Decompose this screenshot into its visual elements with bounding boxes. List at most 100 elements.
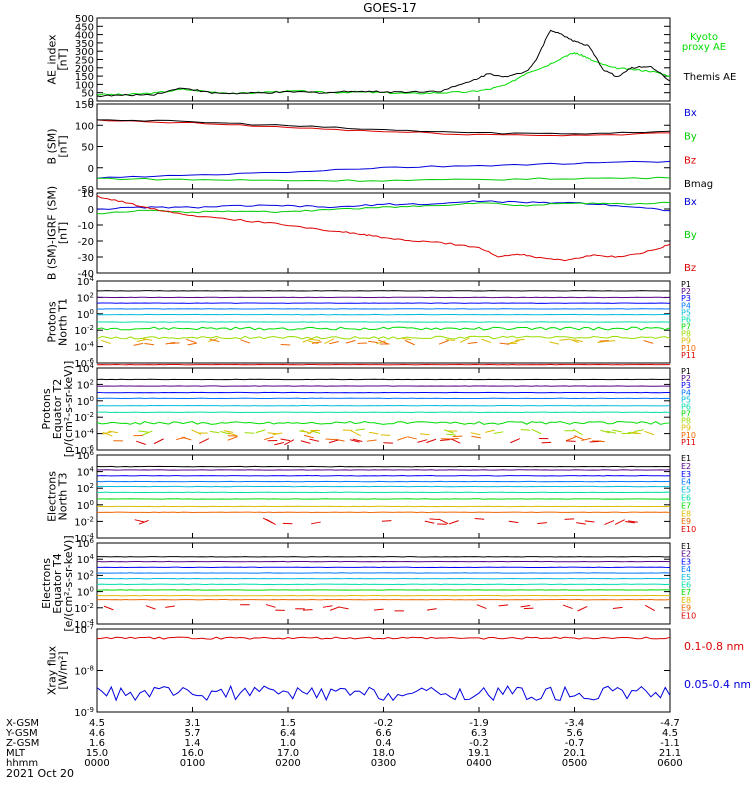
ephemeris-cell: 4.6 xyxy=(89,728,105,739)
series-segment xyxy=(267,432,278,435)
series-segment xyxy=(175,436,186,441)
series-segment xyxy=(145,605,156,610)
series-segment xyxy=(612,606,623,609)
legend-label: E7 xyxy=(681,588,691,597)
y-tick-label: 102 xyxy=(77,569,94,582)
series-segment xyxy=(427,608,437,611)
ephemeris-cell: 20.1 xyxy=(563,748,585,759)
ephemeris-cell: -1.9 xyxy=(469,718,489,729)
series-segment xyxy=(397,436,408,441)
series-segment xyxy=(136,338,147,342)
series-line xyxy=(96,200,671,212)
series-segment xyxy=(572,428,583,436)
ephemeris-cell: 5.6 xyxy=(567,728,583,739)
ephemeris-row-label: Y-GSM xyxy=(5,728,38,739)
series-segment xyxy=(627,432,638,435)
ephemeris-cell: 6.3 xyxy=(471,728,487,739)
y-tick-label: 100 xyxy=(77,308,94,321)
y-tick-label: 10-2 xyxy=(74,411,94,424)
series-segment xyxy=(541,441,552,444)
series-segment xyxy=(301,429,312,434)
series-segment xyxy=(138,430,149,433)
y-tick-label: 500 xyxy=(75,14,94,25)
ephemeris-cell: 3.1 xyxy=(185,718,201,729)
legend-label: E9 xyxy=(681,517,691,526)
series-segment xyxy=(467,341,478,344)
series-segment xyxy=(300,440,311,444)
y-tick-label: -50 xyxy=(78,185,94,196)
series-segment xyxy=(446,433,456,436)
series-segment xyxy=(643,340,654,344)
legend-label: P1 xyxy=(681,367,691,376)
series-segment xyxy=(581,437,592,441)
series-segment xyxy=(272,432,283,436)
figure-title: GOES-17 xyxy=(363,1,417,15)
panel-bsm: -50 0 50 100 150 B (SM)[nT] Bx By Bz Bmag xyxy=(46,100,714,196)
panel-frame xyxy=(96,542,671,625)
y-tick-label: 102 xyxy=(77,378,94,391)
series-segment xyxy=(438,340,449,345)
series-segment xyxy=(265,518,276,525)
y-axis-label: ProtonsEquator T2[p/(cm²-s-sr-keV)] xyxy=(40,361,75,458)
series-segment xyxy=(310,430,321,434)
legend-label: 0.05-0.4 nm xyxy=(684,678,750,691)
series-segment xyxy=(209,338,220,343)
series-segment xyxy=(244,432,255,434)
legend-label: E9 xyxy=(681,604,691,613)
y-tick-label: 104 xyxy=(77,362,95,375)
series-segment xyxy=(350,430,361,437)
panel-bigrf: -40 -30 -20 -10 0 10 B (SM)-IGRF (SM)[nT] Bx By B… xyxy=(46,186,697,280)
legend-label: E6 xyxy=(681,494,691,503)
legend-label: E4 xyxy=(681,478,691,487)
series-line xyxy=(96,160,671,179)
y-tick-label: 104 xyxy=(77,553,95,566)
y-tick-label: 150 xyxy=(75,100,94,111)
series-segment xyxy=(274,442,284,446)
series-segment xyxy=(255,429,266,434)
series-segment xyxy=(573,339,583,343)
series-segment xyxy=(186,338,196,344)
series-segment xyxy=(310,338,320,342)
series-segment xyxy=(328,439,339,444)
series-segment xyxy=(470,432,481,436)
series-segment xyxy=(606,430,617,434)
legend-label: Kyoto proxy AE xyxy=(682,32,726,53)
series-segment xyxy=(355,428,366,431)
ephemeris-cell: 0300 xyxy=(371,758,396,769)
panel-stack: 050100150200250300350400450500AE_index[n… xyxy=(40,14,750,719)
series-segment xyxy=(565,436,576,442)
series-segment xyxy=(133,342,144,346)
y-tick-label: 150 xyxy=(75,72,94,83)
series-segment xyxy=(134,519,145,523)
series-segment xyxy=(366,439,377,442)
legend-label: P7 xyxy=(681,323,691,332)
legend-label: E10 xyxy=(681,525,696,534)
series-segment xyxy=(440,439,450,441)
series-line xyxy=(96,176,671,182)
panel-ae: 050100150200250300350400450500AE_index[n… xyxy=(46,14,737,108)
legend-label: E5 xyxy=(681,573,691,582)
y-tick-label: 10 xyxy=(81,189,94,200)
series-segment xyxy=(368,340,378,343)
legend-label: P5 xyxy=(681,308,691,317)
y-tick-label: -10 xyxy=(78,221,94,232)
ephemeris-row-label: Z-GSM xyxy=(6,738,39,749)
legend-label: P11 xyxy=(681,351,696,360)
y-axis-label: ElectronsEquator T4[e/(cm²-s-sr-keV)] xyxy=(40,535,75,631)
series-segment xyxy=(187,342,198,346)
y-tick-label: 10-2 xyxy=(74,515,94,528)
series-segment xyxy=(322,605,333,608)
legend-label: P3 xyxy=(681,294,691,303)
y-tick-label: 10-7 xyxy=(74,623,94,636)
y-tick-label: 100 xyxy=(77,586,94,599)
series-segment xyxy=(564,518,575,520)
series-segment xyxy=(566,440,576,442)
series-segment xyxy=(481,338,492,344)
date-label: 2021 Oct 20 xyxy=(6,767,74,780)
series-segment xyxy=(493,431,504,435)
series-segment xyxy=(576,522,586,525)
series-segment xyxy=(324,338,335,344)
ephemeris-cell: 0200 xyxy=(275,758,300,769)
y-tick-label: 250 xyxy=(75,56,94,67)
